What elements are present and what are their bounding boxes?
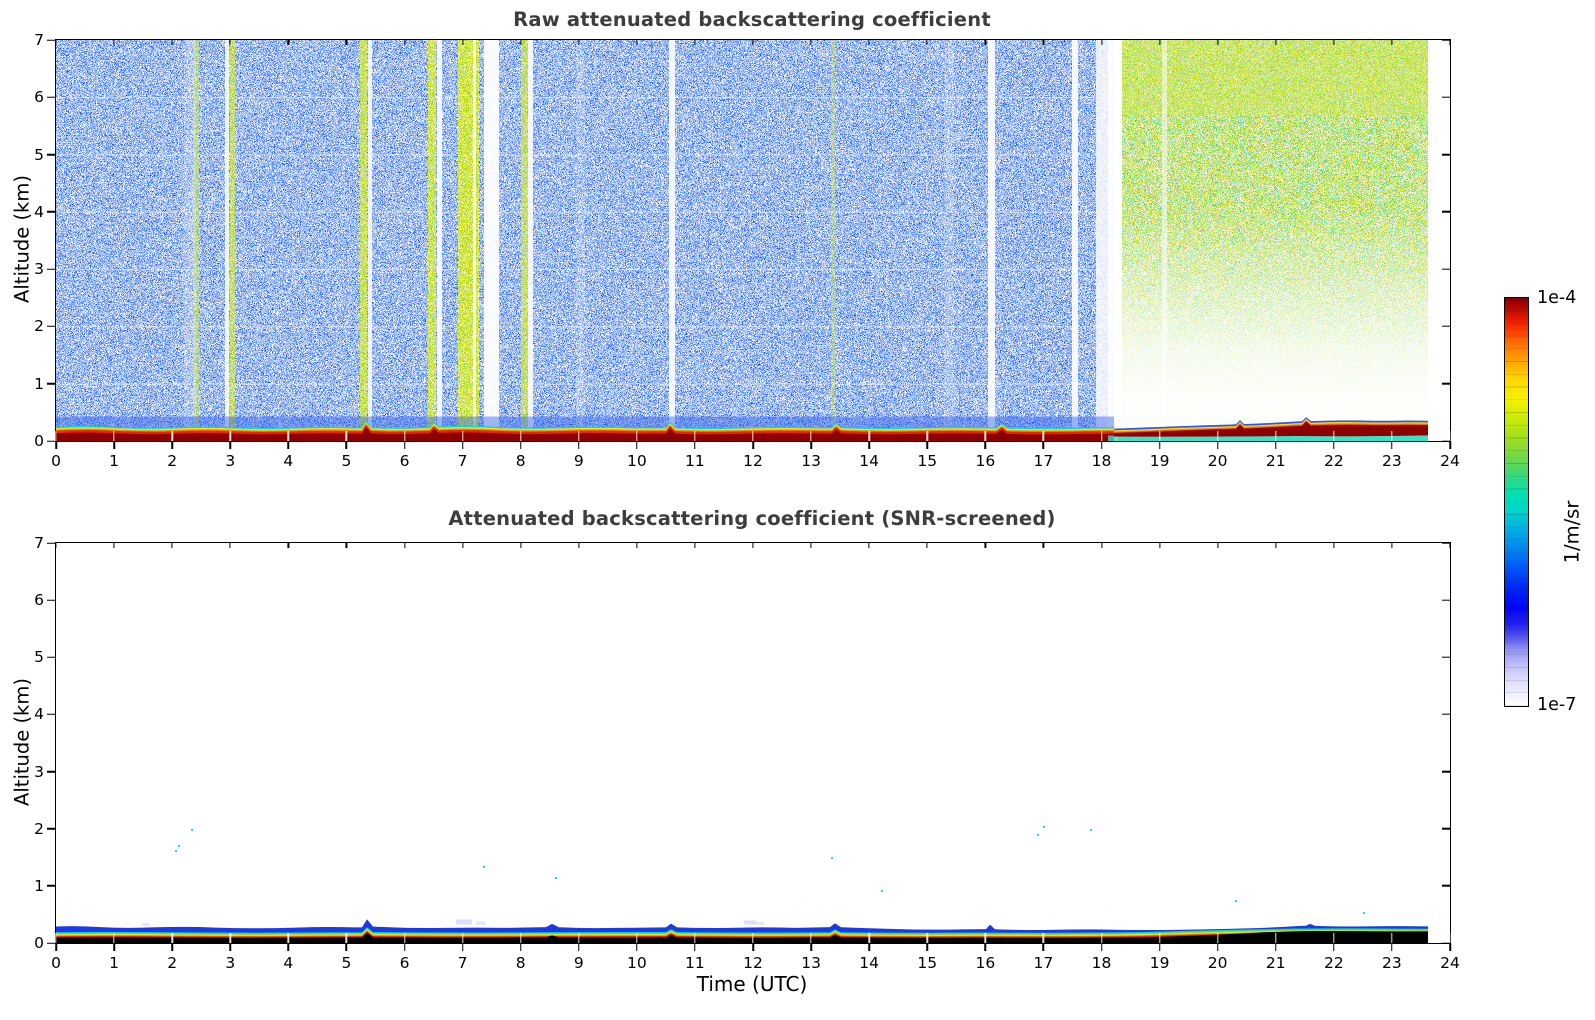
night-noise-region <box>56 40 1121 441</box>
top-panel-xaxis-ticklabels: 0 1 2 3 4 5 6 7 8 9 10 11 12 13 14 15 16 17 18 19 20 21 22 23 24 <box>51 452 1460 470</box>
colorbar <box>1504 297 1529 707</box>
black-core-layer <box>56 930 1428 943</box>
altitude-gridlines <box>56 97 1110 385</box>
screened-surface-layer <box>56 919 1428 943</box>
screened-backscatter-panel: 0 1 2 3 4 5 6 7 8 9 10 11 12 13 14 15 16 17 18 19 20 21 22 23 24… <box>34 534 1460 972</box>
top-panel-right-tickmarks <box>1441 39 1450 442</box>
top-panel-xaxis-tickmarks <box>55 441 1451 450</box>
top-panel-title: Raw attenuated backscattering coefficien… <box>513 8 991 31</box>
bottom-panel-xaxis-ticklabels: 0 1 2 3 4 5 6 7 8 9 10 11 12 13 14 15 16 17 18 19 20 21 22 23 24 <box>51 954 1460 972</box>
raw-backscatter-panel: 0 1 2 3 4 5 6 7 8 9 10 11 12 13 14 15 16 17 18 19 20 21 22 23 24… <box>34 31 1460 470</box>
colorbar-unit-label: 1/m/sr <box>1560 500 1584 564</box>
bottom-panel-right-tickmarks <box>1441 542 1450 944</box>
bottom-panel-xaxis-tickmarks <box>55 943 1451 952</box>
top-panel-inner-hour-ticks <box>55 431 1451 441</box>
raw-backscatter-heatmap <box>56 40 1428 441</box>
xaxis-title: Time (UTC) <box>696 972 808 996</box>
top-panel-upper-tickmarks <box>55 40 1451 46</box>
colorbar-max-label: 1e-4 <box>1537 288 1577 308</box>
surface-aerosol-layer <box>56 416 1428 441</box>
screened-backscatter-heatmap <box>56 826 1428 943</box>
bottom-panel-yaxis-tickmarks <box>47 542 56 944</box>
bottom-panel-ylabel: Altitude (km) <box>10 678 34 806</box>
bottom-panel-inner-hour-ticks <box>55 933 1451 943</box>
bottom-panel-title: Attenuated backscattering coefficient (S… <box>448 507 1056 530</box>
lilac-wisps <box>142 919 764 926</box>
isolated-cyan-specks <box>175 826 1365 914</box>
day-surface-layer <box>1108 417 1428 441</box>
top-panel-yaxis-tickmarks <box>47 39 56 442</box>
colorbar-min-label: 1e-7 <box>1537 695 1577 715</box>
data-gap-columns <box>184 40 1121 429</box>
top-panel-ylabel: Altitude (km) <box>10 175 34 303</box>
sparse-cyan-speckle <box>56 898 1428 929</box>
day-noise-region <box>1122 40 1428 441</box>
bottom-panel-upper-tickmarks <box>55 543 1451 549</box>
